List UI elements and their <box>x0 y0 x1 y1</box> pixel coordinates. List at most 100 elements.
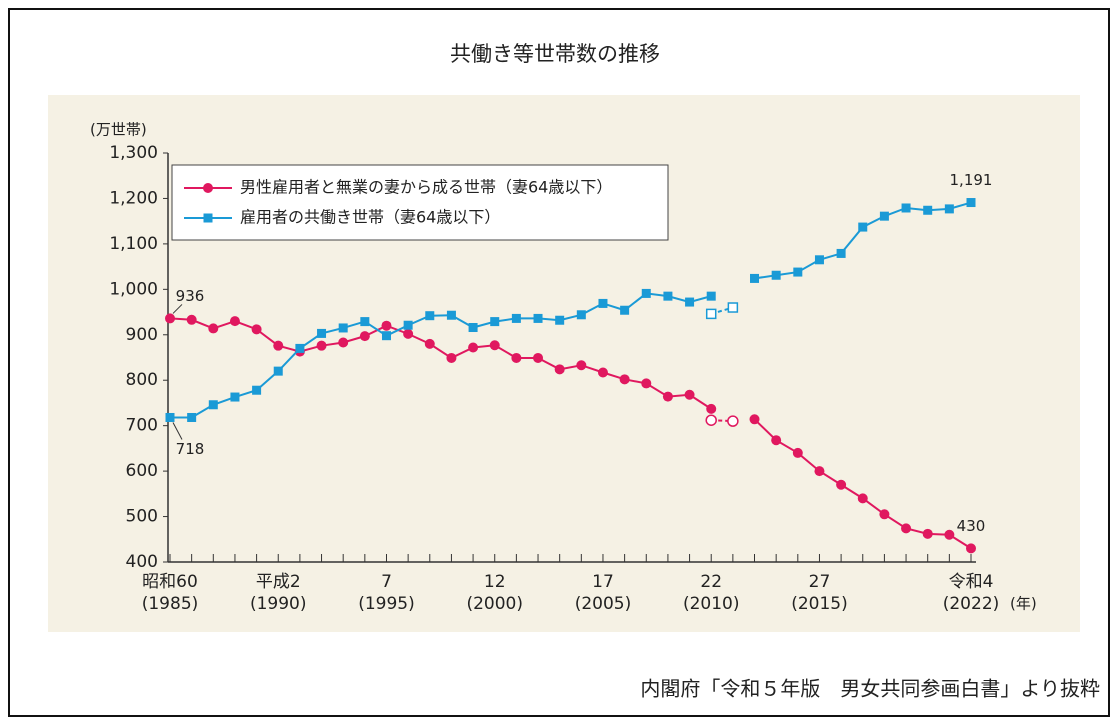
marker <box>771 270 781 280</box>
y-unit: (万世帯) <box>90 121 147 139</box>
leader-line <box>172 422 183 440</box>
x-tick-label: 7 <box>381 572 392 592</box>
legend-box <box>171 164 669 241</box>
marker <box>468 323 478 333</box>
y-tick-label: 500 <box>126 507 158 527</box>
marker <box>858 222 868 232</box>
marker <box>381 320 392 331</box>
marker <box>879 211 889 221</box>
marker <box>598 298 608 308</box>
x-tick-label: (1990) <box>250 594 307 614</box>
data-label: 430 <box>957 517 986 535</box>
data-label: 718 <box>176 440 205 458</box>
legend-label: 男性雇用者と無業の妻から成る世帯（妻64歳以下） <box>240 178 612 197</box>
marker <box>944 204 954 214</box>
x-tick-label: (2000) <box>466 594 523 614</box>
legend-marker <box>203 183 213 193</box>
x-tick-label: 22 <box>700 572 722 592</box>
marker <box>359 331 370 342</box>
y-tick-label: 800 <box>126 370 158 390</box>
marker <box>468 342 479 353</box>
marker <box>879 509 890 520</box>
y-tick-label: 900 <box>126 325 158 345</box>
marker <box>576 360 587 371</box>
marker <box>750 273 760 283</box>
marker <box>641 378 652 389</box>
marker <box>836 479 847 490</box>
marker <box>187 412 197 422</box>
marker <box>814 255 824 265</box>
marker <box>446 352 457 363</box>
marker <box>424 338 435 349</box>
marker <box>749 414 760 425</box>
marker <box>641 288 651 298</box>
x-tick-label: (2022) <box>943 594 1000 614</box>
marker <box>685 297 695 307</box>
y-tick-label: 1,100 <box>109 234 158 254</box>
marker <box>793 267 803 277</box>
x-tick-label: 27 <box>809 572 831 592</box>
marker <box>317 328 327 338</box>
marker <box>901 203 911 213</box>
marker <box>705 414 717 426</box>
legend-marker <box>203 213 213 223</box>
y-tick-label: 1,300 <box>109 143 158 163</box>
marker <box>251 324 262 335</box>
marker <box>338 323 348 333</box>
marker <box>295 343 305 353</box>
marker <box>705 308 717 320</box>
data-label: 1,191 <box>950 171 993 189</box>
y-tick-label: 600 <box>126 461 158 481</box>
x-tick-label: 昭和60 <box>142 572 198 592</box>
marker <box>403 320 413 330</box>
marker <box>338 337 349 348</box>
marker <box>663 291 673 301</box>
marker <box>662 391 673 402</box>
x-tick-label: (2010) <box>683 594 740 614</box>
marker <box>360 317 370 327</box>
marker <box>511 313 521 323</box>
marker <box>533 313 543 323</box>
x-tick-label: 平成2 <box>256 572 301 592</box>
marker <box>857 493 868 504</box>
y-tick-label: 1,000 <box>109 279 158 299</box>
marker <box>836 248 846 258</box>
marker <box>273 366 283 376</box>
x-tick-label: (2015) <box>791 594 848 614</box>
marker <box>966 198 976 208</box>
x-tick-label: (2005) <box>575 594 632 614</box>
marker <box>490 317 500 327</box>
marker <box>555 315 565 325</box>
marker <box>792 447 803 458</box>
marker <box>771 435 782 446</box>
marker <box>186 314 197 325</box>
marker <box>727 302 739 313</box>
marker <box>966 543 976 554</box>
marker <box>165 313 175 324</box>
x-tick-label: (1995) <box>358 594 415 614</box>
marker <box>533 352 544 363</box>
marker <box>252 385 262 395</box>
marker <box>403 328 414 339</box>
marker <box>381 331 391 341</box>
chart-title: 共働き等世帯数の推移 <box>450 42 660 66</box>
marker <box>511 352 522 363</box>
y-tick-label: 1,200 <box>109 188 158 208</box>
data-label: 936 <box>176 287 205 305</box>
marker <box>229 316 240 327</box>
marker <box>208 323 219 334</box>
marker <box>901 523 912 534</box>
leader-line <box>172 304 183 314</box>
marker <box>923 205 933 215</box>
x-tick-label: 17 <box>592 572 614 592</box>
marker <box>208 400 218 410</box>
marker <box>273 340 284 351</box>
marker <box>706 291 716 301</box>
x-tick-label: 令和4 <box>949 572 994 592</box>
marker <box>425 311 435 321</box>
marker <box>597 367 608 378</box>
source-note: 内閣府「令和５年版 男女共同参画白書」より抜粋 <box>640 677 1100 701</box>
marker <box>922 528 933 539</box>
legend-label: 雇用者の共働き世帯（妻64歳以下） <box>240 208 500 227</box>
